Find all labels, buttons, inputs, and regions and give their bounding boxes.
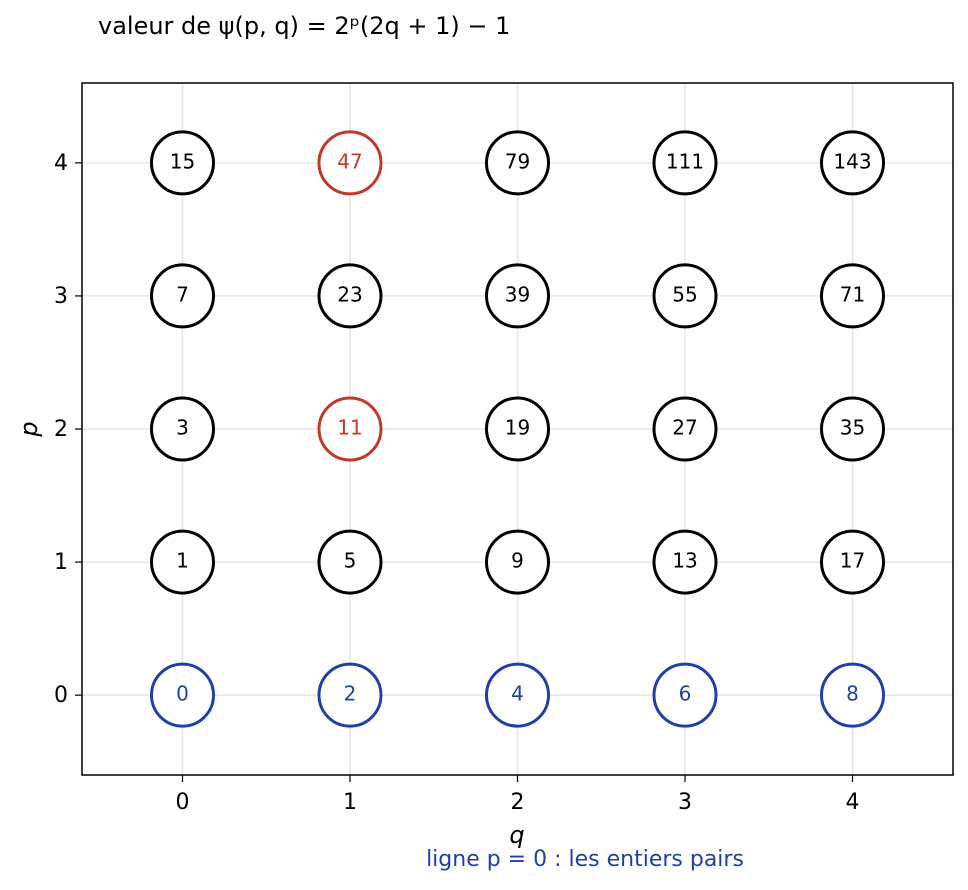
point [652, 263, 718, 329]
point [652, 662, 718, 728]
y-axis-label: p [15, 421, 43, 437]
plot-frame [81, 82, 954, 776]
x-tick-label: 2 [511, 790, 525, 815]
x-tick-label: 1 [343, 790, 357, 815]
point-label: 6 [679, 682, 692, 706]
point-label: 1 [176, 549, 189, 573]
point-label: 39 [505, 282, 530, 306]
chart-title: valeur de ψ(p, q) = 2ᵖ(2q + 1) − 1 [98, 12, 510, 40]
point [317, 130, 383, 196]
x-axis-label: q [509, 821, 524, 849]
point-label: 11 [337, 416, 362, 440]
point [820, 130, 885, 196]
point-label: 55 [672, 282, 697, 306]
point-label: 27 [672, 416, 697, 440]
point [150, 529, 215, 595]
point-label: 15 [170, 149, 195, 173]
point-label: 17 [840, 549, 865, 573]
point [150, 263, 215, 329]
point [820, 662, 885, 728]
y-tick-label: 3 [54, 284, 68, 309]
point [485, 662, 550, 728]
y-tick-label: 4 [54, 151, 68, 176]
point-label: 79 [505, 149, 530, 173]
point [820, 529, 885, 595]
x-tick-label: 4 [846, 790, 860, 815]
point-label: 4 [511, 682, 524, 706]
point-label: 19 [505, 416, 530, 440]
point-label: 8 [846, 682, 859, 706]
point [820, 263, 885, 329]
annotation: ligne p = 0 : les entiers pairs [426, 847, 744, 872]
point [150, 662, 215, 728]
point [150, 130, 215, 196]
point-label: 47 [337, 149, 362, 173]
point [317, 396, 383, 462]
y-tick-label: 0 [54, 683, 68, 708]
point-label: 0 [176, 682, 189, 706]
point-label: 2 [344, 682, 357, 706]
point [652, 396, 718, 462]
point-label: 23 [337, 282, 362, 306]
point [485, 529, 550, 595]
point [485, 396, 550, 462]
point-label: 3 [176, 416, 189, 440]
point [317, 529, 383, 595]
point [150, 396, 215, 462]
point-label: 143 [833, 149, 871, 173]
point [485, 130, 550, 196]
y-tick-label: 2 [54, 417, 68, 442]
point-label: 7 [176, 282, 189, 306]
x-tick-label: 0 [176, 790, 190, 815]
point [652, 529, 718, 595]
y-tick-label: 1 [54, 550, 68, 575]
point-label: 111 [666, 149, 704, 173]
point-label: 13 [672, 549, 697, 573]
point [820, 396, 885, 462]
point [317, 263, 383, 329]
point-label: 5 [344, 549, 357, 573]
point [485, 263, 550, 329]
point-label: 71 [840, 282, 865, 306]
point [317, 662, 383, 728]
point-label: 35 [840, 416, 865, 440]
point-label: 9 [511, 549, 524, 573]
point [652, 130, 718, 196]
x-tick-label: 3 [678, 790, 692, 815]
